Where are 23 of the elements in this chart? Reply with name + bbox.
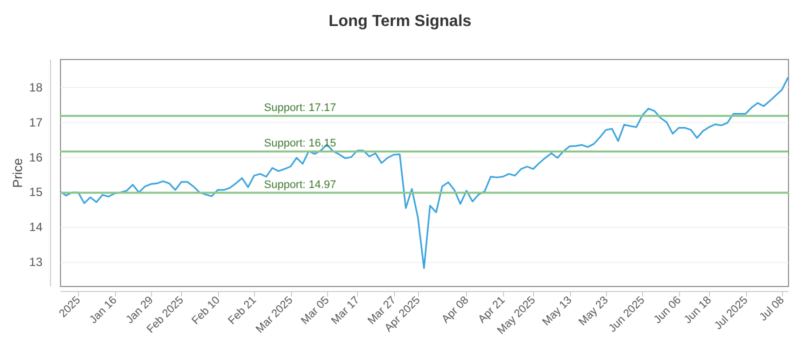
x-tick-label: May 13 xyxy=(540,294,574,328)
x-tick-label: Feb 21 xyxy=(226,294,259,327)
ref-line-label: Support: 14.97 xyxy=(264,178,336,191)
y-tick-label: 16 xyxy=(29,150,43,164)
x-tick-label: Jun 18 xyxy=(682,294,714,326)
x-tick-label: Mar 17 xyxy=(329,294,362,327)
y-tick-label: 18 xyxy=(29,80,43,94)
x-tick-label: Mar 05 xyxy=(298,294,332,327)
y-tick-label: 17 xyxy=(29,115,43,130)
ref-line-label: Support: 16.15 xyxy=(264,138,336,150)
y-tick-label: 14 xyxy=(29,220,43,234)
chart-title: Long Term Signals xyxy=(328,13,472,30)
x-tick-label: Jul 08 xyxy=(757,294,787,324)
x-tick-label: Apr 08 xyxy=(440,294,472,326)
x-tick-label: Jun 06 xyxy=(652,294,684,326)
y-axis-title: Price xyxy=(10,158,26,188)
x-tick-label: Jan 16 xyxy=(88,294,120,326)
x-tick-label: Feb 10 xyxy=(190,294,222,327)
line-series xyxy=(59,76,789,269)
ref-line-label: Support: 17.17 xyxy=(264,102,336,114)
y-tick-label: 13 xyxy=(29,255,43,270)
y-tick-label: 15 xyxy=(29,185,43,200)
x-tick-label: May 23 xyxy=(576,294,611,328)
